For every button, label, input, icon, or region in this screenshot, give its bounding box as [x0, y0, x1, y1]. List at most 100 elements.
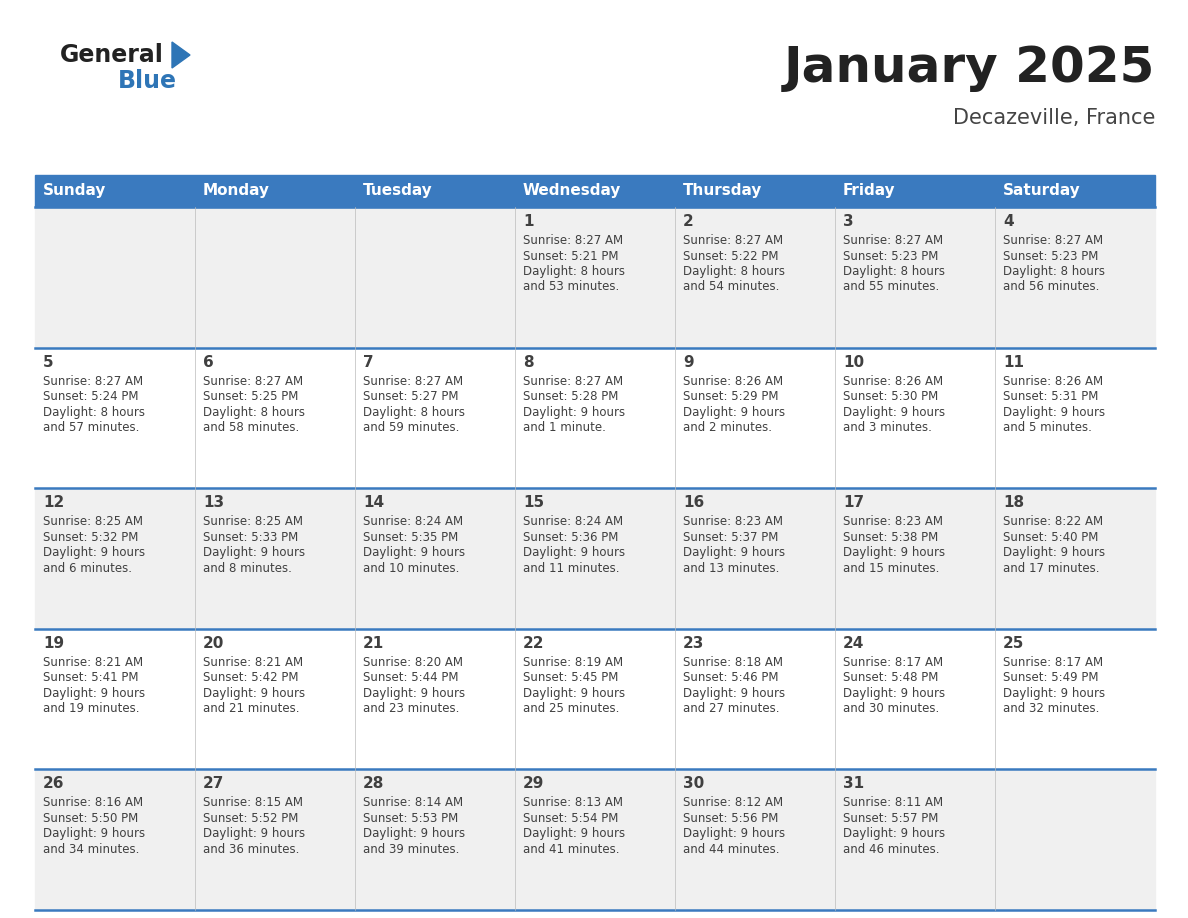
Text: 8: 8: [523, 354, 533, 370]
Text: Sunset: 5:46 PM: Sunset: 5:46 PM: [683, 671, 778, 684]
Text: and 11 minutes.: and 11 minutes.: [523, 562, 619, 575]
Text: Wednesday: Wednesday: [523, 184, 621, 198]
Text: 7: 7: [364, 354, 373, 370]
Text: Sunset: 5:32 PM: Sunset: 5:32 PM: [43, 531, 138, 543]
Text: Saturday: Saturday: [1003, 184, 1081, 198]
Text: 5: 5: [43, 354, 53, 370]
Text: Sunrise: 8:26 AM: Sunrise: 8:26 AM: [1003, 375, 1104, 387]
Text: Daylight: 9 hours: Daylight: 9 hours: [843, 546, 946, 559]
Text: Blue: Blue: [118, 69, 177, 93]
Text: and 41 minutes.: and 41 minutes.: [523, 843, 619, 856]
Text: 16: 16: [683, 495, 704, 510]
Text: Sunrise: 8:26 AM: Sunrise: 8:26 AM: [843, 375, 943, 387]
Bar: [34, 207, 1155, 348]
Text: Sunset: 5:29 PM: Sunset: 5:29 PM: [683, 390, 778, 403]
Bar: [34, 348, 1155, 488]
Text: Daylight: 9 hours: Daylight: 9 hours: [203, 546, 305, 559]
Text: Sunrise: 8:19 AM: Sunrise: 8:19 AM: [523, 655, 624, 669]
Text: Sunrise: 8:25 AM: Sunrise: 8:25 AM: [43, 515, 143, 528]
Text: and 39 minutes.: and 39 minutes.: [364, 843, 460, 856]
Text: 31: 31: [843, 777, 864, 791]
Text: and 3 minutes.: and 3 minutes.: [843, 421, 931, 434]
Text: 28: 28: [364, 777, 385, 791]
Text: Sunrise: 8:21 AM: Sunrise: 8:21 AM: [43, 655, 143, 669]
Text: Sunset: 5:30 PM: Sunset: 5:30 PM: [843, 390, 939, 403]
Text: 24: 24: [843, 636, 865, 651]
Text: Sunset: 5:35 PM: Sunset: 5:35 PM: [364, 531, 459, 543]
Text: and 8 minutes.: and 8 minutes.: [203, 562, 292, 575]
Text: and 2 minutes.: and 2 minutes.: [683, 421, 772, 434]
Text: and 46 minutes.: and 46 minutes.: [843, 843, 940, 856]
Text: Sunset: 5:56 PM: Sunset: 5:56 PM: [683, 812, 778, 825]
Text: Sunrise: 8:26 AM: Sunrise: 8:26 AM: [683, 375, 783, 387]
Bar: [34, 769, 1155, 910]
Text: 4: 4: [1003, 214, 1013, 229]
Text: Daylight: 9 hours: Daylight: 9 hours: [523, 687, 625, 700]
Text: Sunrise: 8:15 AM: Sunrise: 8:15 AM: [203, 797, 303, 810]
Text: Thursday: Thursday: [683, 184, 763, 198]
Text: Daylight: 9 hours: Daylight: 9 hours: [1003, 687, 1105, 700]
Text: Daylight: 8 hours: Daylight: 8 hours: [523, 265, 625, 278]
Text: and 36 minutes.: and 36 minutes.: [203, 843, 299, 856]
Text: Daylight: 9 hours: Daylight: 9 hours: [683, 687, 785, 700]
Text: Sunset: 5:23 PM: Sunset: 5:23 PM: [843, 250, 939, 263]
Text: 6: 6: [203, 354, 214, 370]
Text: and 32 minutes.: and 32 minutes.: [1003, 702, 1099, 715]
Text: 18: 18: [1003, 495, 1024, 510]
Text: Sunrise: 8:21 AM: Sunrise: 8:21 AM: [203, 655, 303, 669]
Text: Daylight: 9 hours: Daylight: 9 hours: [683, 546, 785, 559]
Text: Sunset: 5:45 PM: Sunset: 5:45 PM: [523, 671, 619, 684]
Text: and 56 minutes.: and 56 minutes.: [1003, 281, 1099, 294]
Text: 9: 9: [683, 354, 694, 370]
Text: Daylight: 9 hours: Daylight: 9 hours: [523, 406, 625, 419]
Text: and 6 minutes.: and 6 minutes.: [43, 562, 132, 575]
Text: Sunrise: 8:20 AM: Sunrise: 8:20 AM: [364, 655, 463, 669]
Text: Sunday: Sunday: [43, 184, 107, 198]
Text: Sunset: 5:49 PM: Sunset: 5:49 PM: [1003, 671, 1099, 684]
Text: Daylight: 8 hours: Daylight: 8 hours: [43, 406, 145, 419]
Text: and 1 minute.: and 1 minute.: [523, 421, 606, 434]
Text: 20: 20: [203, 636, 225, 651]
Text: Daylight: 9 hours: Daylight: 9 hours: [1003, 546, 1105, 559]
Bar: [34, 488, 1155, 629]
Text: and 54 minutes.: and 54 minutes.: [683, 281, 779, 294]
Text: Daylight: 8 hours: Daylight: 8 hours: [1003, 265, 1105, 278]
Text: Sunset: 5:31 PM: Sunset: 5:31 PM: [1003, 390, 1099, 403]
Text: 29: 29: [523, 777, 544, 791]
Text: Sunrise: 8:27 AM: Sunrise: 8:27 AM: [523, 375, 624, 387]
Text: and 17 minutes.: and 17 minutes.: [1003, 562, 1100, 575]
Text: Sunrise: 8:12 AM: Sunrise: 8:12 AM: [683, 797, 783, 810]
Text: Sunset: 5:37 PM: Sunset: 5:37 PM: [683, 531, 778, 543]
Text: 23: 23: [683, 636, 704, 651]
Polygon shape: [172, 42, 190, 68]
Text: Sunrise: 8:27 AM: Sunrise: 8:27 AM: [364, 375, 463, 387]
Text: Daylight: 9 hours: Daylight: 9 hours: [1003, 406, 1105, 419]
Text: Sunset: 5:50 PM: Sunset: 5:50 PM: [43, 812, 138, 825]
Bar: [34, 629, 1155, 769]
Text: 10: 10: [843, 354, 864, 370]
Text: 25: 25: [1003, 636, 1024, 651]
Text: Sunrise: 8:13 AM: Sunrise: 8:13 AM: [523, 797, 623, 810]
Text: Daylight: 9 hours: Daylight: 9 hours: [843, 687, 946, 700]
Text: 11: 11: [1003, 354, 1024, 370]
Text: Sunset: 5:27 PM: Sunset: 5:27 PM: [364, 390, 459, 403]
Text: Daylight: 9 hours: Daylight: 9 hours: [43, 827, 145, 840]
Text: Daylight: 9 hours: Daylight: 9 hours: [364, 546, 466, 559]
Text: 12: 12: [43, 495, 64, 510]
Text: Decazeville, France: Decazeville, France: [953, 108, 1155, 128]
Text: 13: 13: [203, 495, 225, 510]
Text: Sunset: 5:42 PM: Sunset: 5:42 PM: [203, 671, 298, 684]
Text: 1: 1: [523, 214, 533, 229]
Text: January 2025: January 2025: [784, 44, 1155, 92]
Text: Friday: Friday: [843, 184, 896, 198]
Text: and 21 minutes.: and 21 minutes.: [203, 702, 299, 715]
Text: and 53 minutes.: and 53 minutes.: [523, 281, 619, 294]
Text: and 58 minutes.: and 58 minutes.: [203, 421, 299, 434]
Text: Sunrise: 8:27 AM: Sunrise: 8:27 AM: [43, 375, 143, 387]
Text: Daylight: 8 hours: Daylight: 8 hours: [683, 265, 785, 278]
Text: 2: 2: [683, 214, 694, 229]
Text: and 57 minutes.: and 57 minutes.: [43, 421, 139, 434]
Text: 14: 14: [364, 495, 384, 510]
Text: Sunrise: 8:27 AM: Sunrise: 8:27 AM: [843, 234, 943, 247]
Text: Daylight: 9 hours: Daylight: 9 hours: [364, 827, 466, 840]
